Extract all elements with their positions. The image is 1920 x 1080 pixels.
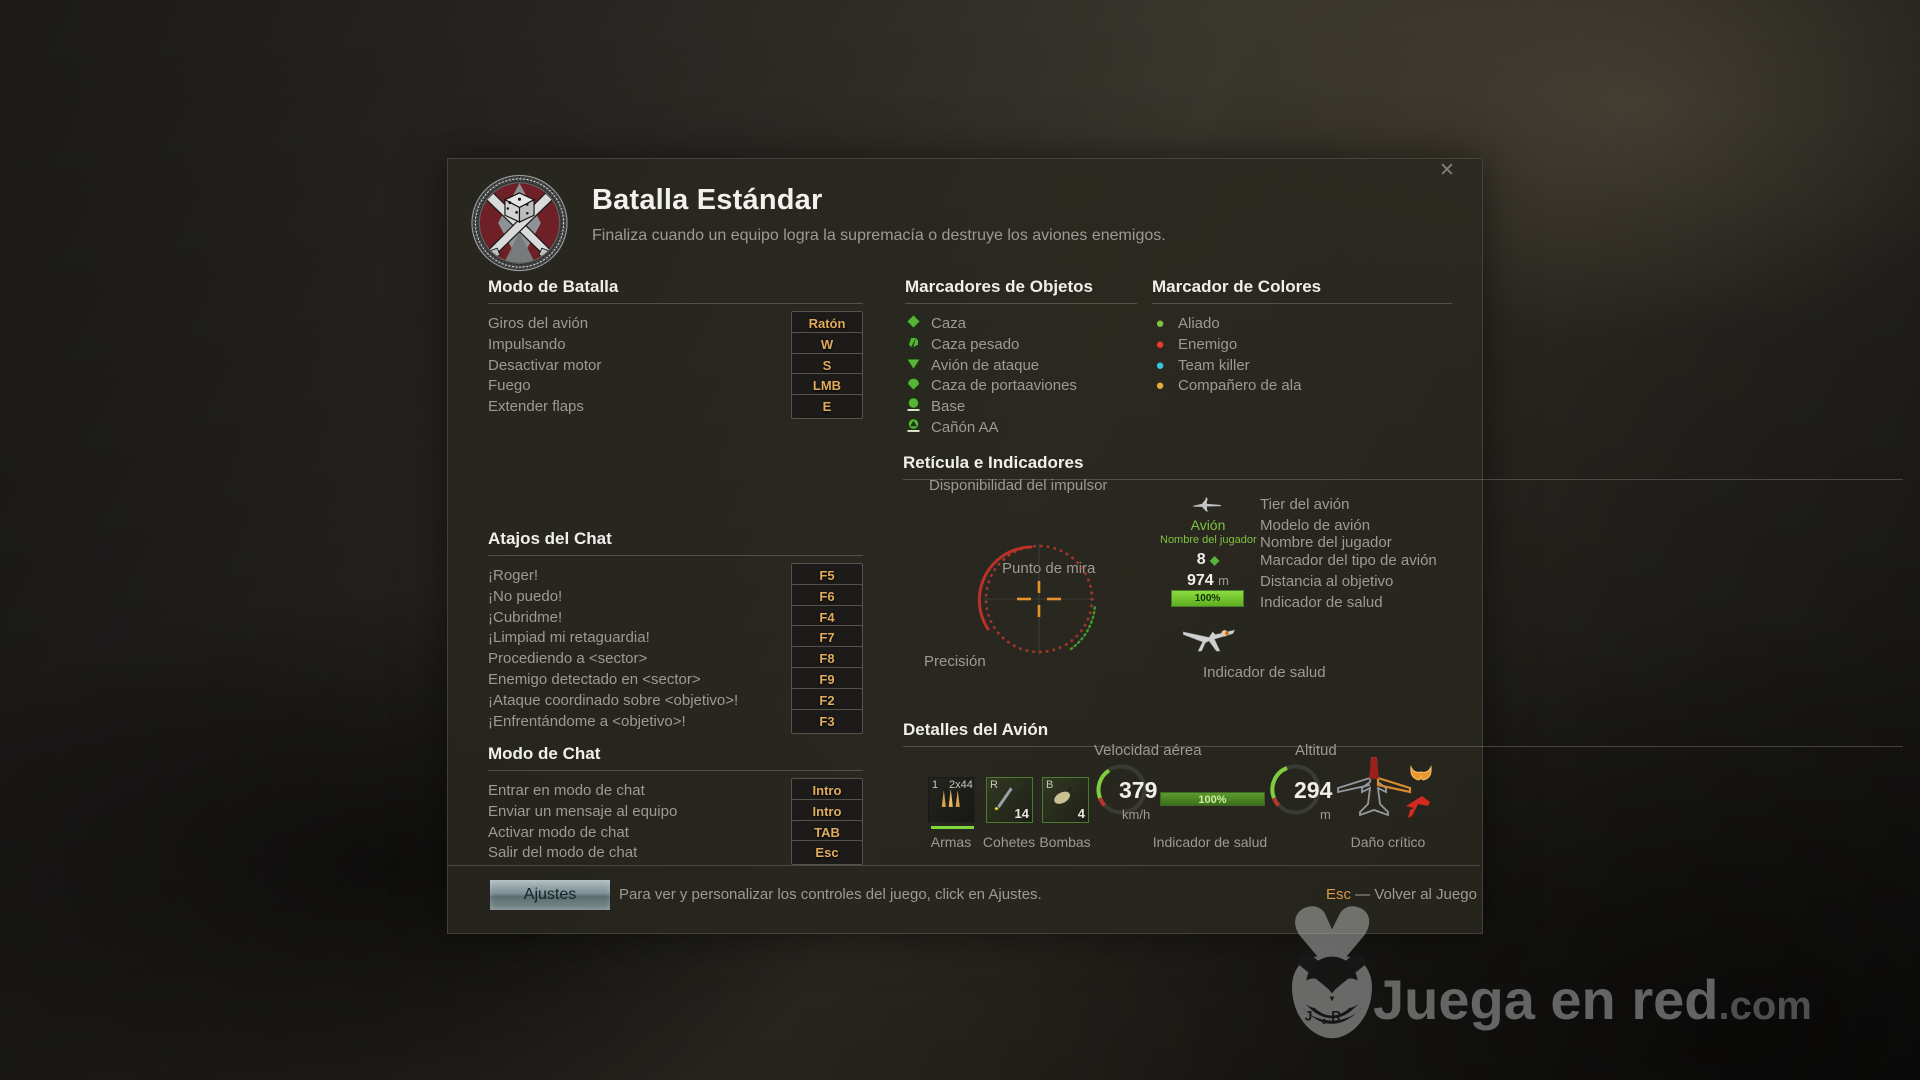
svg-text:Juega en red.com: Juega en red.com: [1373, 968, 1812, 1031]
svg-text:J: J: [1305, 1009, 1313, 1024]
svg-text:R: R: [1331, 1009, 1341, 1024]
svg-text:e: e: [1322, 1016, 1327, 1026]
